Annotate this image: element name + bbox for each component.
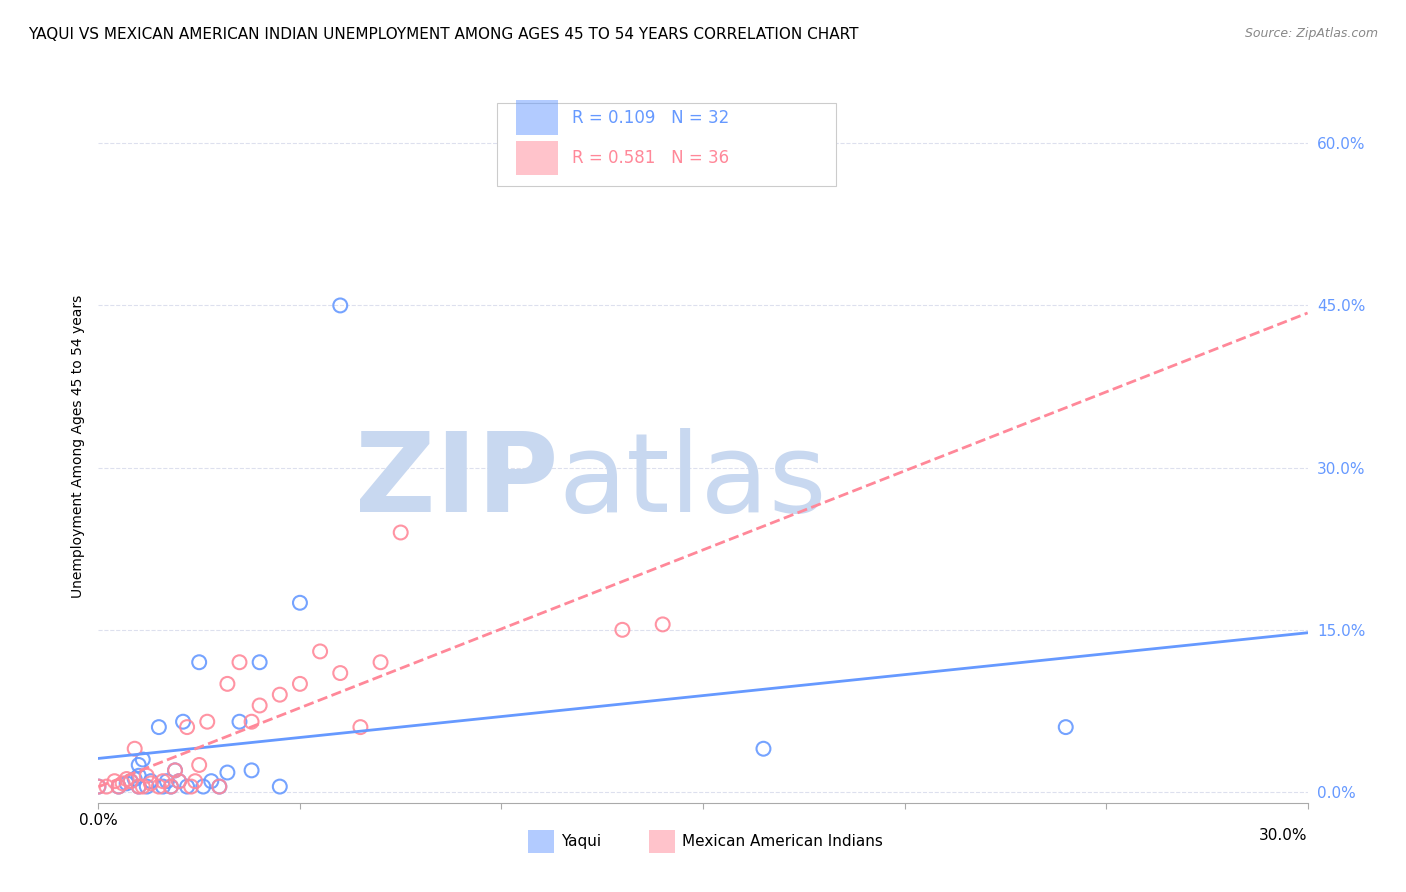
Point — [329, 298, 352, 312]
FancyBboxPatch shape — [498, 103, 837, 186]
Point — [752, 741, 775, 756]
Bar — [516, 101, 558, 135]
Point — [249, 698, 271, 713]
Point — [288, 596, 311, 610]
Point — [135, 769, 157, 783]
Point — [120, 774, 142, 789]
Point — [167, 774, 190, 789]
Text: 30.0%: 30.0% — [1260, 828, 1308, 843]
Y-axis label: Unemployment Among Ages 45 to 54 years: Unemployment Among Ages 45 to 54 years — [70, 294, 84, 598]
Point — [120, 774, 142, 789]
Text: YAQUI VS MEXICAN AMERICAN INDIAN UNEMPLOYMENT AMONG AGES 45 TO 54 YEARS CORRELAT: YAQUI VS MEXICAN AMERICAN INDIAN UNEMPLO… — [28, 27, 859, 42]
Text: Mexican American Indians: Mexican American Indians — [682, 834, 883, 849]
Point — [139, 776, 162, 790]
Point — [269, 780, 291, 794]
Point — [160, 780, 183, 794]
Point — [115, 772, 138, 786]
Point — [200, 774, 222, 789]
Point — [180, 780, 202, 794]
Point — [124, 741, 146, 756]
Point — [176, 780, 198, 794]
Point — [148, 780, 170, 794]
Text: Yaqui: Yaqui — [561, 834, 602, 849]
Point — [389, 525, 412, 540]
Point — [240, 714, 263, 729]
Point — [152, 774, 174, 789]
Point — [152, 780, 174, 794]
Point — [160, 780, 183, 794]
Point — [228, 714, 250, 729]
Point — [163, 764, 186, 778]
Point — [128, 769, 150, 783]
Point — [612, 623, 634, 637]
Bar — [516, 141, 558, 175]
Text: ZIP: ZIP — [354, 428, 558, 535]
Point — [148, 720, 170, 734]
Text: atlas: atlas — [558, 428, 827, 535]
Point — [176, 720, 198, 734]
Point — [128, 758, 150, 772]
Point — [188, 758, 211, 772]
Point — [167, 774, 190, 789]
Point — [135, 780, 157, 794]
Bar — [648, 830, 675, 853]
Point — [96, 780, 118, 794]
Point — [163, 764, 186, 778]
Point — [139, 774, 162, 789]
Point — [208, 780, 231, 794]
Point — [107, 780, 129, 794]
Point — [87, 780, 110, 794]
Point — [132, 753, 155, 767]
Point — [309, 644, 332, 658]
Bar — [527, 830, 554, 853]
Point — [115, 776, 138, 790]
Text: Source: ZipAtlas.com: Source: ZipAtlas.com — [1244, 27, 1378, 40]
Point — [128, 780, 150, 794]
Point — [208, 780, 231, 794]
Point — [188, 655, 211, 669]
Point — [217, 677, 239, 691]
Point — [172, 714, 194, 729]
Point — [132, 780, 155, 794]
Point — [103, 774, 125, 789]
Point — [128, 780, 150, 794]
Text: R = 0.581   N = 36: R = 0.581 N = 36 — [572, 149, 730, 167]
Point — [87, 780, 110, 794]
Point — [217, 765, 239, 780]
Point — [329, 666, 352, 681]
Point — [156, 774, 179, 789]
Point — [1054, 720, 1077, 734]
Point — [184, 774, 207, 789]
Point — [349, 720, 371, 734]
Point — [195, 714, 218, 729]
Point — [651, 617, 673, 632]
Point — [107, 780, 129, 794]
Point — [228, 655, 250, 669]
Point — [193, 780, 215, 794]
Point — [370, 655, 392, 669]
Point — [111, 776, 134, 790]
Text: R = 0.109   N = 32: R = 0.109 N = 32 — [572, 109, 730, 127]
Point — [269, 688, 291, 702]
Point — [249, 655, 271, 669]
Point — [124, 772, 146, 786]
Point — [240, 764, 263, 778]
Point — [288, 677, 311, 691]
